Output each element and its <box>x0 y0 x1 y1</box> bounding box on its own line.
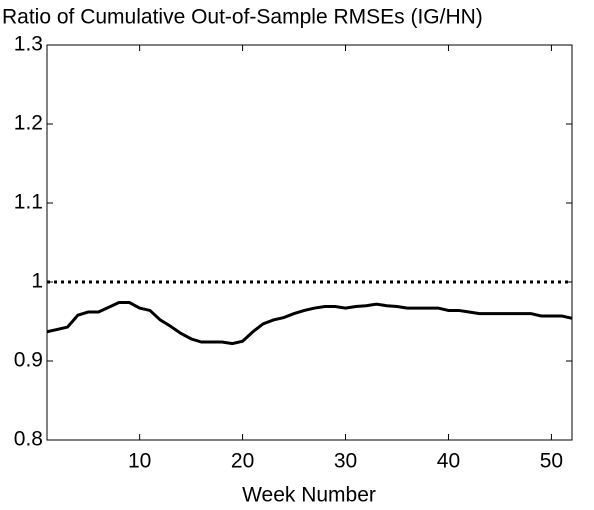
y-tick-label: 0.8 <box>14 428 43 451</box>
x-tick-label: 10 <box>128 450 151 473</box>
y-tick-label: 1.1 <box>14 191 43 214</box>
y-tick-label: 1.2 <box>14 112 43 135</box>
x-tick-label: 20 <box>231 450 254 473</box>
y-tick-label: 0.9 <box>14 349 43 372</box>
x-tick-label: 40 <box>437 450 460 473</box>
x-tick-label: 50 <box>540 450 563 473</box>
y-tick-label: 1 <box>31 270 43 293</box>
plot-frame <box>46 44 573 441</box>
data-line <box>46 301 573 346</box>
y-tick-label: 1.3 <box>14 33 43 56</box>
x-tick-label: 30 <box>334 450 357 473</box>
chart-title: Ratio of Cumulative Out-of-Sample RMSEs … <box>2 6 483 29</box>
x-axis-label: Week Number <box>242 484 376 507</box>
